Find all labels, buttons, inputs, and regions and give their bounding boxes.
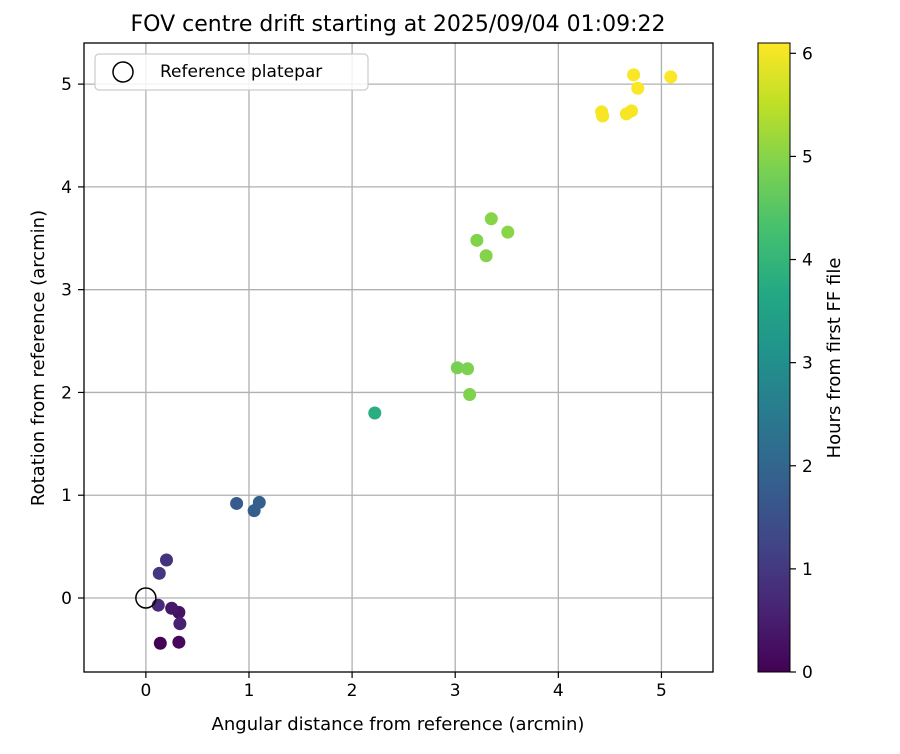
colorbar-tick-label: 4 [802,251,813,271]
colorbar-tick-label: 5 [802,147,813,167]
colorbar-gradient [757,42,791,673]
data-point [625,104,639,118]
colorbar-tick-label: 2 [802,457,813,477]
colorbar-tick-label: 0 [802,663,813,683]
data-point [368,406,382,420]
colorbar-label: Hours from first FF file [824,258,845,459]
data-point [159,553,173,567]
legend-label-reference: Reference platepar [160,62,322,82]
colorbar-ticks: 0 1 2 3 4 5 6 [790,44,813,683]
data-point [173,617,187,631]
x-tick-label: 2 [347,681,358,701]
data-point [153,636,167,650]
data-point [172,635,186,649]
y-tick-label: 2 [61,383,72,403]
data-point [596,109,610,123]
legend-reference-marker [112,61,134,83]
y-tick-label: 1 [61,486,72,506]
data-point [463,388,477,401]
x-tick-label: 0 [140,681,151,701]
colorbar: 0 1 2 3 4 5 6 Hours from first FF file [757,42,845,683]
y-axis-ticks: 0 1 2 3 4 5 [61,75,84,609]
data-point [450,361,464,375]
reference-platepar-marker [135,587,157,609]
x-tick-label: 4 [553,681,564,701]
y-axis-label: Rotation from reference (arcmin) [28,210,49,506]
data-point [627,68,641,82]
chart-title: FOV centre drift starting at 2025/09/04 … [131,12,666,37]
data-point [461,362,475,376]
x-axis-label: Angular distance from reference (arcmin) [212,714,585,735]
x-tick-label: 1 [244,681,255,701]
data-point [470,233,484,247]
colorbar-tick-label: 3 [802,354,813,374]
reference-marker-layer [135,587,157,609]
y-tick-label: 5 [61,75,72,95]
y-tick-label: 4 [61,178,72,198]
data-point [479,249,493,263]
data-point [664,70,678,84]
data-points [151,68,678,650]
data-point [165,601,179,615]
y-tick-label: 0 [61,589,72,609]
grid [84,43,713,672]
data-point [230,496,244,510]
x-axis-ticks: 0 1 2 3 4 5 [140,672,667,701]
colorbar-tick-label: 1 [802,560,813,580]
data-point [484,212,498,226]
colorbar-tick-label: 6 [802,44,813,64]
x-tick-label: 5 [656,681,667,701]
legend: Reference platepar [94,53,369,91]
y-tick-label: 3 [61,281,72,301]
data-point [152,566,166,580]
data-point [501,225,515,239]
x-tick-label: 3 [450,681,461,701]
data-point [252,495,266,509]
data-point [631,81,645,95]
plot-frame [83,42,714,673]
legend-box [94,53,369,91]
